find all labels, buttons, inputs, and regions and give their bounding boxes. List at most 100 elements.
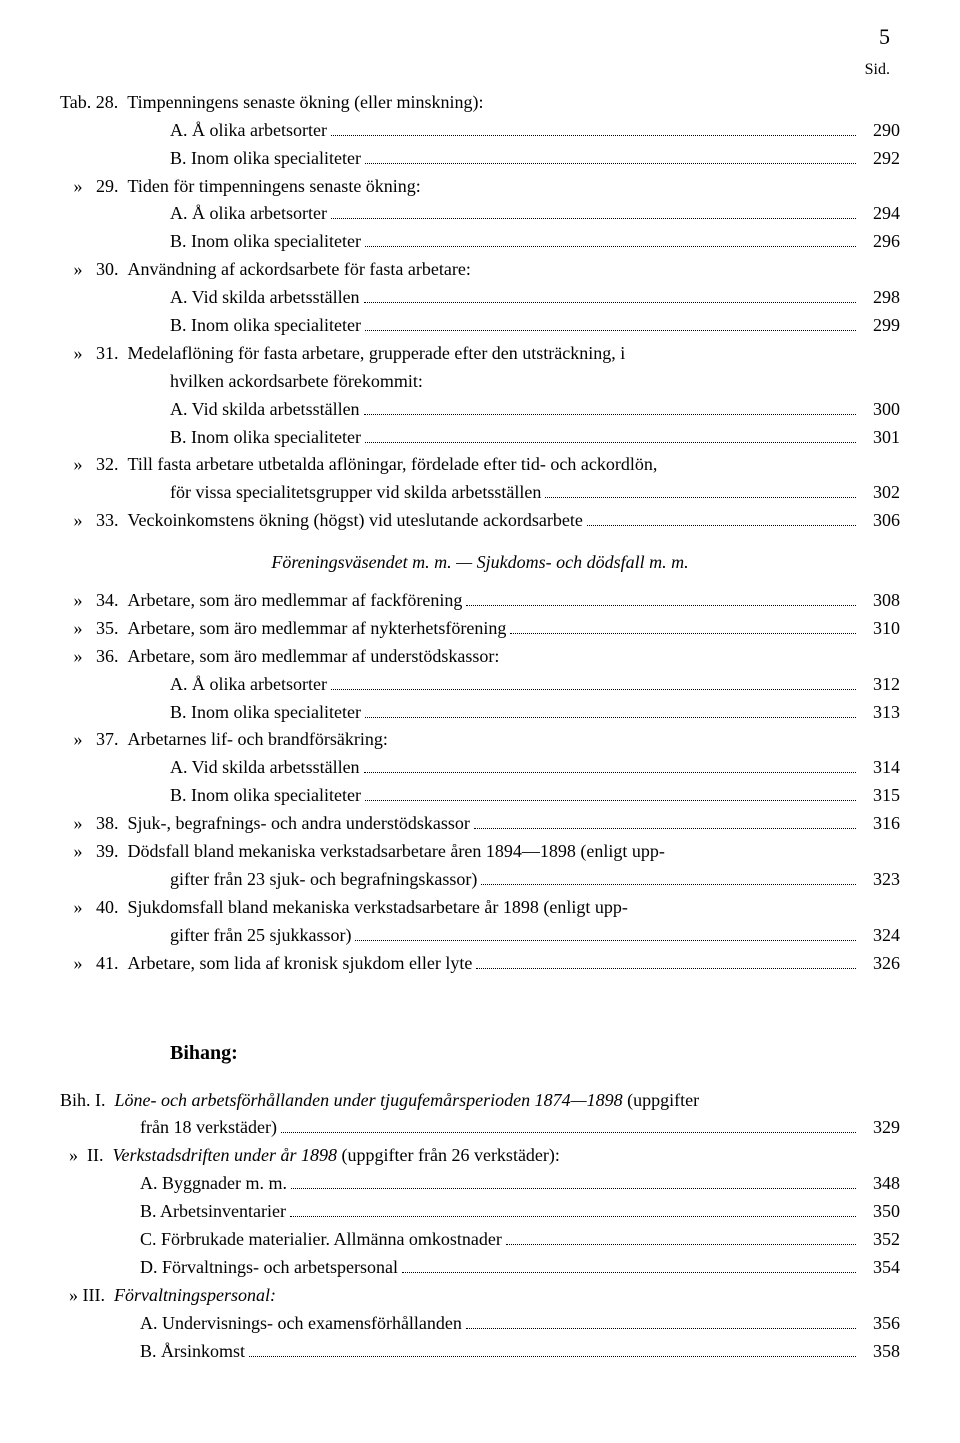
toc-entry: B. Inom olika specialiteter 299 [60,312,900,340]
entry-text: A. Undervisnings- och examensförhållande… [140,1310,462,1338]
entry-page: 299 [860,312,900,340]
leader-dots [365,800,856,801]
toc-block-bihang: Bih. I. Löne- och arbetsförhållanden und… [60,1087,900,1366]
leader-dots [364,302,856,303]
entry-text: Arbetare, som äro medlemmar af nykterhet… [128,615,507,643]
toc-entry: A. Vid skilda arbetsställen300 [60,396,900,424]
entry-text: Tiden för timpenningens senaste ökning: [128,173,421,201]
leader-dots [355,940,856,941]
entry-text: B. Inom olika specialiteter [170,145,361,173]
toc-entry: » 30. Användning af ackordsarbete för fa… [60,256,900,284]
entry-label: » 41. [60,950,128,978]
entry-text: A. Å olika arbetsorter [170,200,327,228]
entry-text: Veckoinkomstens ökning (högst) vid utesl… [128,507,583,535]
toc-entry: B. Inom olika specialiteter296 [60,228,900,256]
toc-entry: » 37. Arbetarnes lif- och brandförsäkrin… [60,726,900,754]
entry-page: 312 [860,671,900,699]
toc-entry: B. Inom olika specialiteter315 [60,782,900,810]
toc-entry: » 41. Arbetare, som lida af kronisk sjuk… [60,950,900,978]
toc-entry: » 39. Dödsfall bland mekaniska verkstads… [60,838,900,866]
toc-entry: » 35. Arbetare, som äro medlemmar af nyk… [60,615,900,643]
toc-entry: A. Undervisnings- och examensförhållande… [60,1310,900,1338]
toc-entry: » III. Förvaltningspersonal: [60,1282,900,1310]
entry-text: Löne- och arbetsförhållanden under tjugu… [115,1087,700,1115]
entry-page: 323 [860,866,900,894]
entry-text: C. Förbrukade materialier. Allmänna omko… [140,1226,502,1254]
entry-text: Sjukdomsfall bland mekaniska verkstadsar… [128,894,628,922]
entry-text: B. Inom olika specialiteter [170,699,361,727]
entry-page: 358 [860,1338,900,1366]
leader-dots [365,717,856,718]
entry-page: 352 [860,1226,900,1254]
entry-text: A. Å olika arbetsorter [170,117,327,145]
leader-dots [466,605,856,606]
entry-page: 296 [860,228,900,256]
entry-text: Dödsfall bland mekaniska verkstadsarbeta… [128,838,665,866]
toc-entry: B. Inom olika specialiteter 313 [60,699,900,727]
entry-label: » 34. [60,587,128,615]
entry-text: A. Vid skilda arbetsställen [170,754,360,782]
toc-entry: D. Förvaltnings- och arbetspersonal354 [60,1254,900,1282]
entry-page: 329 [860,1114,900,1142]
entry-page: 314 [860,754,900,782]
entry-page: 302 [860,479,900,507]
toc-entry: » II. Verkstadsdriften under år 1898 (up… [60,1142,900,1170]
leader-dots [545,497,856,498]
entry-label: » 37. [60,726,128,754]
sid-label: Sid. [60,58,900,83]
toc-subheading: Föreningsväsendet m. m. — Sjukdoms- och … [60,549,900,577]
leader-dots [281,1132,856,1133]
toc-entry: A. Byggnader m. m.348 [60,1170,900,1198]
toc-entry: » 34. Arbetare, som äro medlemmar af fac… [60,587,900,615]
bihang-title: Bihang: [170,1038,900,1069]
toc-entry: gifter från 25 sjukkassor)324 [60,922,900,950]
leader-dots [331,218,856,219]
leader-dots [291,1188,856,1189]
leader-dots [331,135,856,136]
toc-entry: » 31. Medelaflöning för fasta arbetare, … [60,340,900,368]
entry-page: 356 [860,1310,900,1338]
entry-text: Timpenningens senaste ökning (eller mins… [127,89,483,117]
toc-entry: B. Inom olika specialiteter292 [60,145,900,173]
entry-page: 301 [860,424,900,452]
entry-page: 294 [860,200,900,228]
leader-dots [331,689,856,690]
entry-page: 315 [860,782,900,810]
toc-entry: från 18 verkstäder)329 [60,1114,900,1142]
entry-label: » 39. [60,838,128,866]
leader-dots [290,1216,856,1217]
entry-text: D. Förvaltnings- och arbetspersonal [140,1254,398,1282]
toc-entry: A. Vid skilda arbetsställen298 [60,284,900,312]
entry-label: » 40. [60,894,128,922]
toc-entry: » 29. Tiden för timpenningens senaste ök… [60,173,900,201]
leader-dots [506,1244,856,1245]
leader-dots [466,1328,856,1329]
entry-text: Arbetare, som äro medlemmar af fackfören… [128,587,463,615]
entry-text: Verkstadsdriften under år 1898 (uppgifte… [113,1142,560,1170]
entry-label: » 33. [60,507,128,535]
entry-page: 306 [860,507,900,535]
leader-dots [402,1272,856,1273]
leader-dots [474,828,856,829]
toc-block-2: » 34. Arbetare, som äro medlemmar af fac… [60,587,900,977]
entry-page: 348 [860,1170,900,1198]
entry-text: B. Arbetsinventarier [140,1198,286,1226]
toc-entry: » 40. Sjukdomsfall bland mekaniska verks… [60,894,900,922]
leader-dots [364,772,856,773]
entry-text: B. Årsinkomst [140,1338,245,1366]
entry-label: » III. [60,1282,114,1310]
leader-dots [364,414,856,415]
leader-dots [510,633,856,634]
toc-entry: » 33. Veckoinkomstens ökning (högst) vid… [60,507,900,535]
entry-page: 308 [860,587,900,615]
toc-entry: Bih. I. Löne- och arbetsförhållanden und… [60,1087,900,1115]
entry-text: Användning af ackordsarbete för fasta ar… [128,256,471,284]
document-page: 5 Sid. Tab. 28. Timpenningens senaste ök… [0,0,960,1405]
entry-text: B. Inom olika specialiteter [170,312,361,340]
entry-page: 313 [860,699,900,727]
toc-entry: B. Arbetsinventarier350 [60,1198,900,1226]
toc-entry: A. Å olika arbetsorter 294 [60,200,900,228]
entry-page: 326 [860,950,900,978]
entry-label: » 29. [60,173,128,201]
entry-page: 310 [860,615,900,643]
